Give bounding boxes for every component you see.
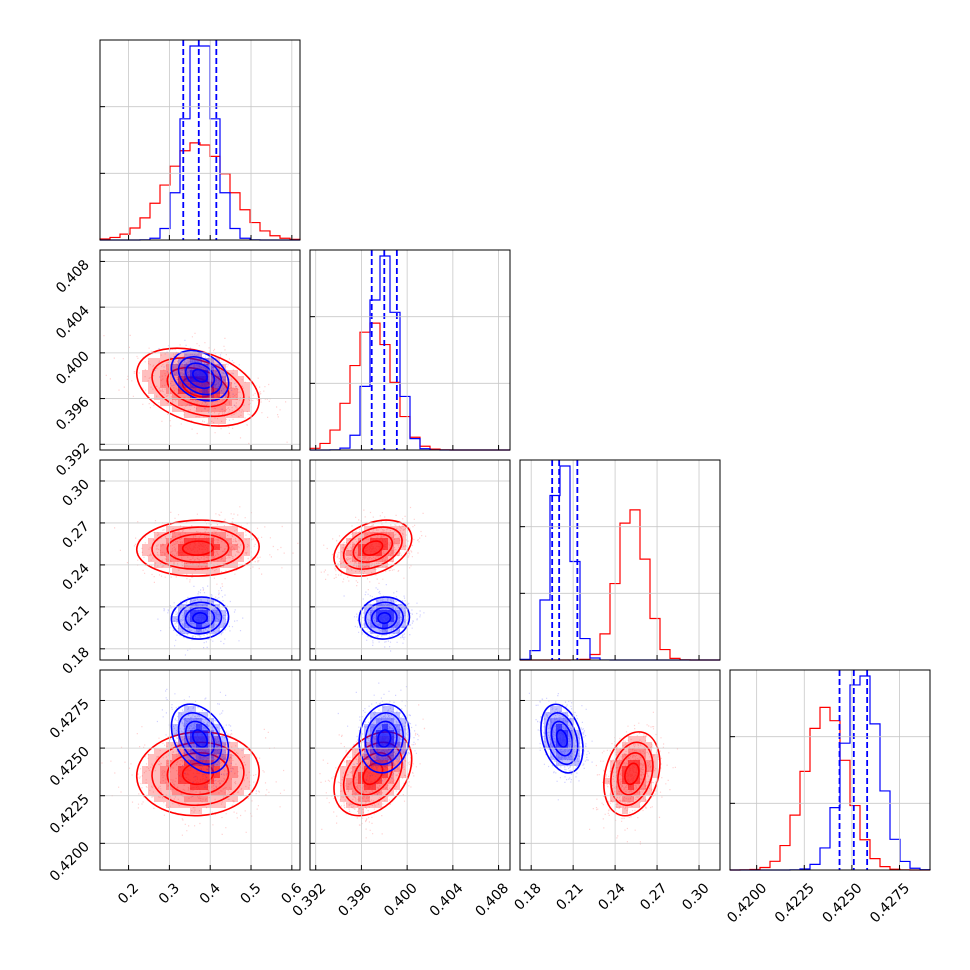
y-tick-label-2-0: 0.18 bbox=[59, 644, 92, 677]
scatter-panel-3-1-series-1-contour-2 bbox=[364, 712, 404, 766]
scatter-panel-3-2-series-0-contour-0 bbox=[624, 762, 640, 786]
y-tick-label-1-4: 0.408 bbox=[53, 257, 93, 297]
scatter-panel-2-0-series-1-contour-2 bbox=[177, 601, 223, 635]
y-tick-label-2-3: 0.27 bbox=[59, 518, 92, 551]
scatter-panel-3-0-series-1-contour-0 bbox=[192, 729, 208, 748]
x-tick-label-0-1: 0.3 bbox=[156, 880, 183, 907]
x-tick-label-2-1: 0.21 bbox=[553, 880, 586, 913]
scatter-panel-2-1-series-0-contour-1 bbox=[352, 533, 394, 563]
hist-panel-0-series-0-hist bbox=[99, 142, 301, 240]
scatter-panel-3-1-series-1-contour-3 bbox=[358, 703, 411, 774]
scatter-panel-2-0-series-0-contour-3 bbox=[135, 519, 260, 577]
scatter-panel-2-1-series-1-contour-2 bbox=[364, 601, 404, 635]
hist-panel-2-frame bbox=[519, 459, 721, 661]
y-tick-label-2-1: 0.21 bbox=[59, 602, 92, 635]
x-tick-label-0-2: 0.4 bbox=[197, 880, 224, 907]
scatter-panel-3-1-series-1-contour-0 bbox=[377, 729, 392, 748]
scatter-panel-2-1-series-0-density-0 bbox=[340, 526, 406, 574]
x-tick-label-2-0: 0.18 bbox=[511, 880, 544, 913]
x-tick-label-2-4: 0.30 bbox=[679, 880, 712, 913]
scatter-panel-1-0-series-0-contour-3 bbox=[135, 347, 260, 427]
scatter-panel-1-0-series-1-contour-1 bbox=[184, 362, 216, 390]
scatter-panel-1-0 bbox=[103, 332, 288, 445]
x-tick-label-3-0: 0.4200 bbox=[724, 880, 770, 926]
scatter-panel-3-2-series-0-density-1 bbox=[616, 748, 652, 802]
hist-panel-0 bbox=[99, 40, 301, 241]
hist-panel-1-frame bbox=[309, 249, 511, 451]
hist-panel-3-series-1-hist bbox=[730, 675, 931, 871]
x-tick-label-1-1: 0.396 bbox=[335, 880, 375, 920]
scatter-panel-3-1-series-0-density-1 bbox=[346, 748, 400, 802]
scatter-panel-3-2-series-0-contour-2 bbox=[610, 741, 654, 807]
hist-panel-3-frame bbox=[729, 669, 931, 871]
scatter-panel-2-1-frame bbox=[309, 459, 511, 661]
scatter-panel-2-0-series-0-contour-2 bbox=[151, 526, 245, 570]
x-tick-label-1-2: 0.400 bbox=[381, 880, 421, 920]
x-tick-label-1-3: 0.404 bbox=[427, 880, 467, 920]
x-tick-label-3-3: 0.4275 bbox=[867, 880, 913, 926]
scatter-panel-3-2-series-1-contour-0 bbox=[555, 729, 569, 748]
y-tick-label-3-0: 0.4200 bbox=[47, 839, 93, 885]
scatter-panel-2-0 bbox=[114, 506, 299, 656]
scatter-panel-2-0-series-1-contour-0 bbox=[192, 611, 208, 625]
scatter-panel-3-2 bbox=[528, 692, 679, 845]
hist-panel-2 bbox=[519, 460, 720, 661]
scatter-panel-2-0-series-1-points bbox=[157, 585, 244, 656]
y-tick-label-2-2: 0.24 bbox=[59, 560, 92, 593]
x-tick-label-2-3: 0.27 bbox=[637, 880, 670, 913]
scatter-panel-3-1 bbox=[319, 682, 426, 839]
x-tick-label-0-3: 0.5 bbox=[238, 880, 265, 907]
scatter-panel-3-0-series-1-density-0 bbox=[172, 706, 226, 772]
scatter-panel-3-0-series-1-contour-3 bbox=[170, 703, 230, 774]
y-tick-label-1-3: 0.404 bbox=[53, 303, 93, 343]
y-tick-label-3-1: 0.4225 bbox=[47, 791, 93, 837]
hist-panel-3 bbox=[729, 670, 931, 871]
x-tick-label-3-1: 0.4225 bbox=[772, 880, 818, 926]
hist-panel-1 bbox=[309, 250, 510, 451]
scatter-panel-3-2-series-1-contour-1 bbox=[550, 720, 574, 757]
y-tick-label-2-4: 0.30 bbox=[59, 476, 92, 509]
scatter-panel-3-1-series-1-density-0 bbox=[364, 706, 406, 766]
scatter-panel-1-0-frame bbox=[99, 249, 301, 451]
scatter-panel-2-0-series-1-contour-1 bbox=[184, 606, 216, 630]
scatter-panel-1-0-series-1-contour-0 bbox=[192, 368, 208, 383]
y-tick-label-3-2: 0.4250 bbox=[47, 744, 93, 790]
x-tick-label-1-4: 0.408 bbox=[473, 880, 513, 920]
scatter-panel-1-0-series-0-contour-2 bbox=[151, 357, 245, 418]
y-tick-label-1-2: 0.400 bbox=[53, 348, 93, 388]
y-tick-label-1-1: 0.396 bbox=[53, 394, 93, 434]
scatter-panel-3-2-series-1-contour-2 bbox=[545, 712, 579, 766]
scatter-panel-3-2-series-0-contour-1 bbox=[617, 752, 647, 796]
scatter-panel-2-0-series-1-contour-3 bbox=[170, 596, 230, 640]
scatter-panel-1-0-series-1-contour-2 bbox=[177, 356, 223, 396]
scatter-panel-3-0-frame bbox=[99, 669, 301, 871]
scatter-panel-2-0-series-0-contour-1 bbox=[166, 533, 230, 563]
scatter-panel-2-0-frame bbox=[99, 459, 301, 661]
scatter-panel-2-1-series-0-contour-3 bbox=[333, 519, 413, 577]
scatter-panel-3-1-series-1-points bbox=[337, 682, 419, 796]
scatter-panel-2-0-series-0-contour-0 bbox=[181, 540, 215, 556]
scatter-panel-2-1-series-1-contour-1 bbox=[370, 606, 398, 630]
y-tick-label-3-3: 0.4275 bbox=[47, 696, 93, 742]
x-tick-label-3-2: 0.4250 bbox=[820, 880, 866, 926]
hist-panel-0-frame bbox=[99, 39, 301, 241]
scatter-panel-2-1 bbox=[320, 506, 427, 652]
scatter-panel-2-1-series-0-contour-0 bbox=[362, 540, 384, 556]
scatter-panel-3-2-series-1-density-0 bbox=[544, 706, 580, 766]
scatter-panel-2-1-series-1-contour-0 bbox=[377, 611, 392, 625]
scatter-panel-3-1-series-1-contour-1 bbox=[370, 720, 398, 757]
scatter-panel-2-1-series-1-contour-3 bbox=[358, 596, 411, 640]
x-tick-label-2-2: 0.24 bbox=[595, 880, 628, 913]
scatter-panel-3-1-frame bbox=[309, 669, 511, 871]
scatter-panel-3-2-frame bbox=[519, 669, 721, 871]
scatter-panel-1-0-series-1-contour-3 bbox=[170, 349, 230, 402]
y-tick-label-1-0: 0.392 bbox=[53, 440, 93, 480]
scatter-panel-3-2-series-1-contour-3 bbox=[540, 703, 584, 774]
x-tick-label-0-0: 0.2 bbox=[115, 880, 142, 907]
scatter-panel-3-2-series-1-points bbox=[528, 692, 593, 801]
